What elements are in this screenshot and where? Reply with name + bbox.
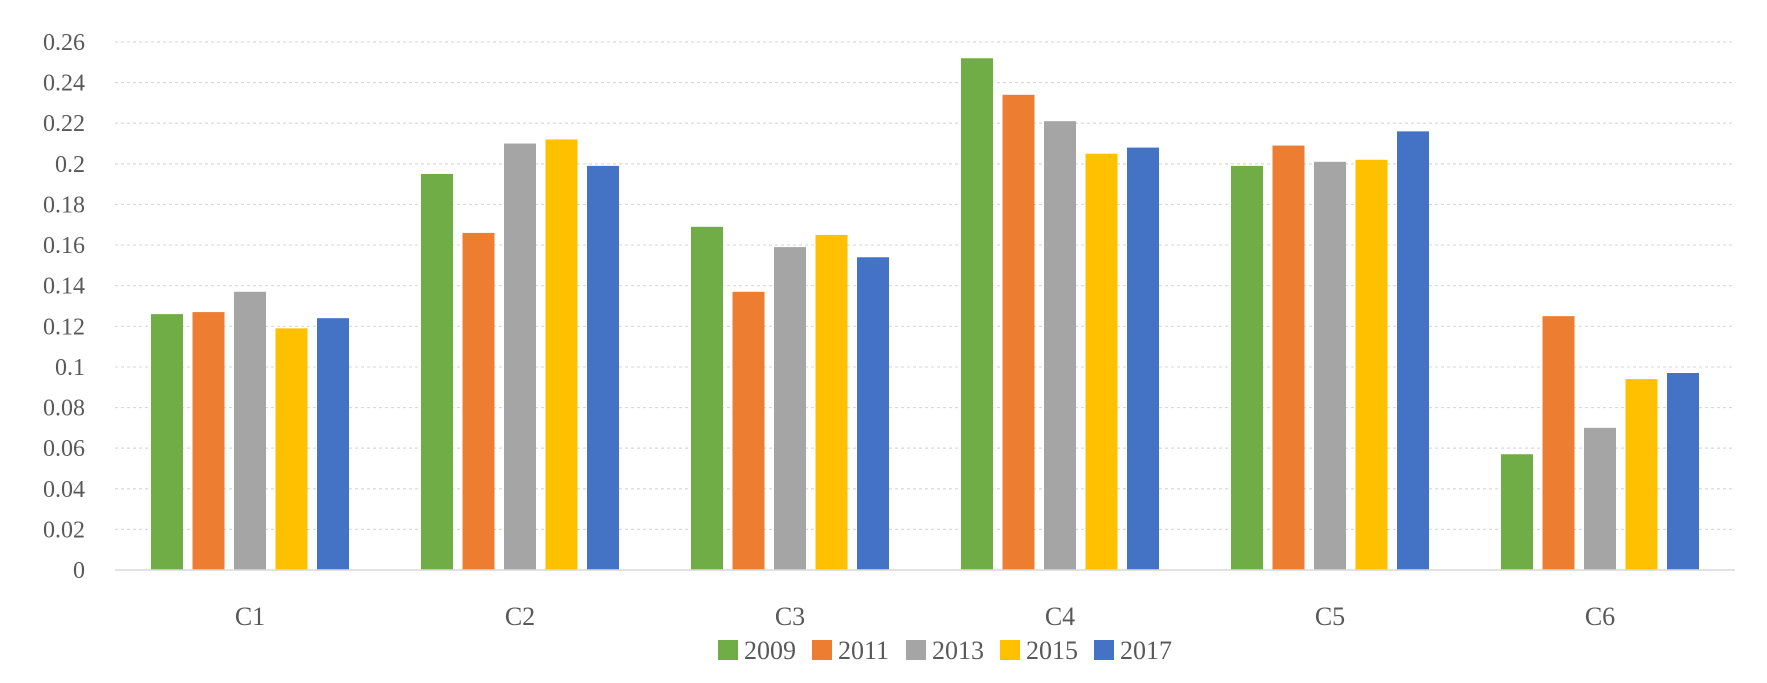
bar-c4-2011 bbox=[1002, 94, 1035, 571]
legend-label: 2013 bbox=[932, 636, 984, 665]
x-category-label: C6 bbox=[1585, 602, 1615, 631]
y-tick-label: 0.08 bbox=[43, 396, 85, 422]
bar-c5-2009 bbox=[1231, 165, 1263, 570]
x-category-label: C1 bbox=[235, 602, 265, 631]
bar-c1-2009 bbox=[151, 314, 183, 570]
legend-swatch-2015 bbox=[1000, 640, 1020, 660]
y-tick-label: 0.22 bbox=[43, 111, 85, 137]
y-tick-label: 0.04 bbox=[43, 477, 85, 503]
y-tick-label: 0.12 bbox=[43, 314, 85, 340]
y-tick-label: 0 bbox=[73, 558, 85, 584]
bar-c3-2015 bbox=[815, 234, 848, 570]
bar-c2-2017 bbox=[587, 165, 619, 570]
legend-label: 2009 bbox=[744, 636, 796, 665]
bar-c5-2013 bbox=[1314, 161, 1346, 571]
bar-c4-2015 bbox=[1085, 153, 1118, 570]
bar-c1-2015 bbox=[275, 328, 308, 570]
bar-c1-2013 bbox=[234, 291, 266, 570]
y-tick-label: 0.18 bbox=[43, 192, 85, 218]
axes: 0 0.02 0.04 0.06 0.08 0.1 0.12 0.14 0.16 0.18 0.2 0… bbox=[43, 30, 1735, 631]
bar-c5-2015 bbox=[1355, 159, 1388, 571]
bar-c3-2013 bbox=[774, 247, 806, 570]
bar-c4-2009 bbox=[961, 58, 993, 570]
bar-c6-2009 bbox=[1501, 454, 1533, 570]
x-category-label: C3 bbox=[775, 602, 805, 631]
bar-c6-2011 bbox=[1542, 316, 1575, 570]
x-category-label: C4 bbox=[1045, 602, 1075, 631]
bar-c6-2017 bbox=[1667, 373, 1699, 570]
y-tick-label: 0.24 bbox=[43, 71, 85, 97]
bar-c3-2009 bbox=[691, 226, 723, 571]
bar-c2-2015 bbox=[545, 139, 578, 570]
bar-c6-2013 bbox=[1584, 427, 1616, 570]
bar-c6-2015 bbox=[1625, 379, 1658, 570]
legend-label: 2015 bbox=[1026, 636, 1078, 665]
y-tick-label: 0.2 bbox=[55, 152, 85, 178]
bar-c1-2011 bbox=[192, 312, 225, 570]
y-tick-label: 0.1 bbox=[55, 355, 85, 381]
bar-c2-2009 bbox=[421, 174, 453, 570]
x-category-label: C2 bbox=[505, 602, 535, 631]
y-tick-label: 0.02 bbox=[43, 517, 85, 543]
y-tick-label: 0.16 bbox=[43, 233, 85, 259]
bar-c2-2011 bbox=[462, 232, 495, 570]
bar-c5-2011 bbox=[1272, 145, 1305, 571]
legend-label: 2011 bbox=[838, 636, 889, 665]
bar-c1-2017 bbox=[317, 318, 349, 570]
x-category-label: C5 bbox=[1315, 602, 1345, 631]
y-tick-label: 0.26 bbox=[43, 30, 85, 56]
legend-swatch-2011 bbox=[812, 640, 832, 660]
bar-c4-2013 bbox=[1044, 121, 1076, 570]
legend-swatch-2017 bbox=[1094, 640, 1114, 660]
legend: 2009 2011 2013 2015 2017 bbox=[718, 636, 1172, 665]
bars bbox=[151, 58, 1699, 571]
bar-c3-2011 bbox=[732, 291, 765, 570]
y-tick-label: 0.06 bbox=[43, 436, 85, 462]
bar-c2-2013 bbox=[504, 143, 536, 571]
legend-label: 2017 bbox=[1120, 636, 1172, 665]
legend-swatch-2013 bbox=[906, 640, 926, 660]
bar-c3-2017 bbox=[857, 257, 889, 570]
legend-swatch-2009 bbox=[718, 640, 738, 660]
y-tick-label: 0.14 bbox=[43, 274, 85, 300]
bar-c5-2017 bbox=[1397, 131, 1429, 570]
gridlines bbox=[115, 41, 1735, 530]
bar-c4-2017 bbox=[1127, 147, 1159, 570]
